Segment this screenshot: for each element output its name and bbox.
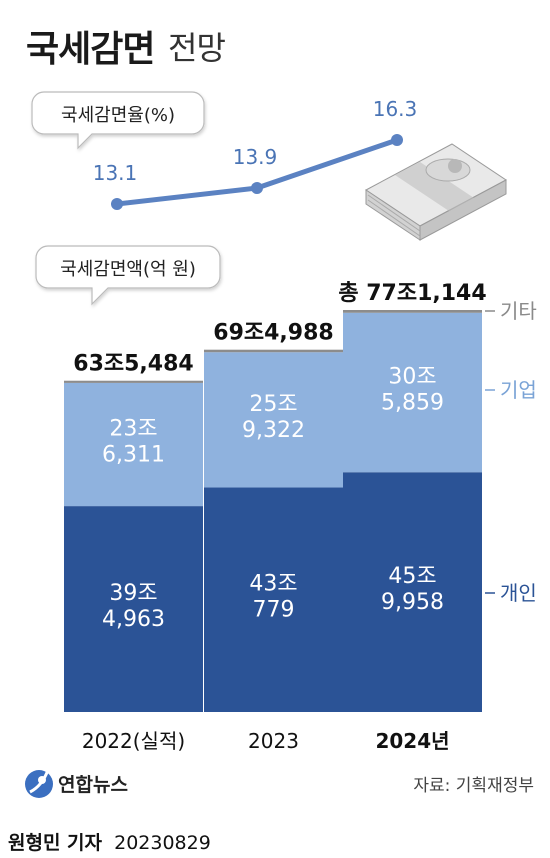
- bar-segment-기업: [343, 312, 482, 473]
- bar-total-label: 63조5,484: [73, 352, 193, 377]
- x-label: 2024년: [375, 729, 449, 753]
- legend-item-개인: 개인: [500, 581, 537, 605]
- bar-segment-개인: [204, 487, 343, 712]
- money-stack-icon: [365, 143, 507, 241]
- bar-segment-label: 30조: [388, 364, 436, 389]
- bar-segment-label: 779: [253, 598, 295, 623]
- amount-label: 국세감면액(억 원): [60, 259, 196, 280]
- rate-point: [111, 198, 123, 210]
- bar-segment-기타: [204, 349, 343, 353]
- rate-value-label: 13.9: [233, 145, 278, 169]
- bar-segment-기업: [64, 382, 203, 507]
- rate-label: 국세감면율(%): [61, 105, 175, 126]
- bar-total-label: 총 77조1,144: [338, 281, 486, 306]
- bar-segment-기타: [343, 310, 482, 313]
- rate-value-label: 13.1: [93, 161, 138, 185]
- bar-segment-label: 43조: [249, 572, 297, 597]
- bar-segment-label: 23조: [109, 417, 157, 442]
- x-axis-labels: 2022(실적) 2023 2024년: [82, 729, 450, 753]
- bar-segment-기업: [204, 352, 343, 488]
- rate-line-series: 13.1 13.9 16.3: [93, 97, 418, 210]
- chart-title: 국세감면: [26, 29, 155, 70]
- logo-text: 연합뉴스: [58, 774, 128, 796]
- legend-item-기업: 기업: [500, 378, 537, 402]
- legend-item-기타: 기타: [500, 299, 537, 323]
- chart-subtitle: 전망: [168, 29, 226, 67]
- yonhap-logo-icon: [25, 769, 53, 798]
- bar-segment-label: 25조: [249, 392, 297, 417]
- x-label: 2022(실적): [82, 729, 185, 753]
- bar-segment-개인: [343, 472, 482, 712]
- rate-point: [251, 182, 263, 194]
- bar-segment-label: 9,322: [242, 418, 305, 443]
- bar-segment-label: 5,859: [381, 390, 444, 415]
- bar-segment-label: 9,958: [381, 590, 444, 615]
- bar-segment-label: 45조: [388, 564, 436, 589]
- rate-point: [391, 134, 403, 146]
- bar-segment-개인: [64, 506, 203, 712]
- bar-segment-기타: [64, 380, 203, 383]
- x-label: 2023: [248, 729, 299, 753]
- credit-name: 원형민 기자: [8, 832, 103, 854]
- credit-line: 원형민 기자 20230829: [8, 828, 211, 855]
- bar-segment-label: 6,311: [102, 443, 165, 468]
- credit-date: 20230829: [114, 832, 211, 854]
- bar-segment-label: 39조: [109, 581, 157, 606]
- bar-segment-label: 4,963: [102, 607, 165, 632]
- source-text: 자료: 기획재정부: [413, 776, 534, 796]
- rate-value-label: 16.3: [373, 97, 418, 121]
- amount-bubble: 국세감면액(억 원): [35, 245, 221, 306]
- rate-bubble: 국세감면율(%): [31, 91, 205, 150]
- bar-total-label: 69조4,988: [213, 321, 333, 346]
